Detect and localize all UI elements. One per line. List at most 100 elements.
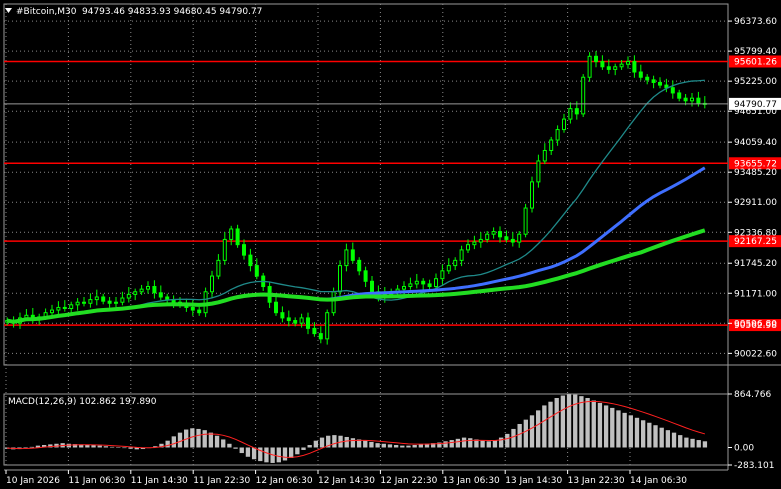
candle-bull — [549, 139, 554, 151]
grid — [4, 4, 728, 465]
macd-histogram-bar — [437, 442, 442, 448]
macd-histogram-bar — [356, 439, 362, 448]
candle-bull — [338, 265, 342, 293]
candle-bull — [133, 291, 138, 295]
macd-histogram-bar — [221, 439, 226, 448]
candle-bear — [242, 244, 246, 256]
candle-bull — [453, 259, 458, 267]
macd-histogram-bar — [85, 444, 90, 448]
candle-bear — [158, 292, 163, 298]
candle-bear — [498, 231, 502, 238]
time-axis-label: 12 Jan 22:30 — [380, 476, 437, 486]
macd-histogram-bar — [418, 444, 424, 448]
candle-bull — [50, 309, 54, 314]
macd-histogram-bar — [196, 428, 201, 448]
candle-bear — [606, 66, 611, 70]
candle-bear — [421, 280, 426, 285]
level-label-box — [729, 319, 781, 332]
macd-histogram-bar — [214, 435, 220, 448]
candle-bull — [485, 233, 490, 240]
macd-histogram-bar — [560, 395, 566, 448]
candle-bull — [203, 291, 208, 314]
candle-bull — [440, 270, 445, 280]
macd-histogram-bar — [258, 447, 263, 462]
candle-bear — [670, 87, 675, 94]
macd-histogram-bar — [486, 441, 491, 448]
candle-bull — [229, 228, 234, 240]
macd-histogram-bar — [412, 445, 417, 448]
macd-histogram-bar — [332, 435, 337, 448]
macd-histogram-bar — [628, 415, 633, 448]
macd-histogram-bar — [190, 428, 195, 448]
macd-histogram-bar — [202, 430, 207, 448]
macd-histogram-bar — [35, 445, 41, 448]
candle-bear — [696, 97, 701, 104]
level-label-box — [729, 157, 781, 170]
candle-bear — [312, 327, 317, 335]
macd-histogram-bar — [29, 446, 34, 448]
macd-histogram-bar — [72, 444, 78, 448]
candle-bull — [542, 149, 547, 162]
candles — [5, 51, 707, 345]
macd-histogram-bar — [449, 440, 454, 448]
candle-bull — [114, 301, 118, 304]
macd-histogram-bar — [91, 445, 96, 448]
candle-bull — [472, 241, 477, 246]
macd-title: MACD(12,26,9) 102.862 197.890 — [8, 397, 157, 407]
candle-bull — [517, 233, 522, 243]
time-axis-label: 11 Jan 06:30 — [68, 476, 125, 486]
time-axis-label: 10 Jan 2026 — [6, 476, 60, 486]
candle-bull — [344, 249, 349, 267]
candle-bear — [165, 296, 170, 301]
candle-bear — [574, 108, 579, 115]
macd-histogram-bar — [690, 438, 695, 448]
macd-histogram-bar — [548, 401, 553, 448]
candle-bull — [408, 283, 413, 288]
macd-histogram-bar — [239, 447, 244, 454]
macd-histogram-bar — [678, 435, 683, 448]
macd-histogram-bar — [97, 445, 102, 448]
candle-bull — [402, 286, 406, 290]
macd-histogram-bar — [307, 445, 312, 448]
macd-histogram-bar — [585, 398, 590, 448]
macd-histogram-bar — [23, 447, 28, 449]
candle-bull — [613, 66, 618, 70]
macd-axis-label: 0.00 — [734, 443, 754, 453]
macd-histogram-bar — [542, 405, 547, 448]
price-axis-label: 90022.60 — [734, 349, 777, 359]
candle-bull — [459, 249, 464, 261]
candle-bear — [152, 286, 157, 294]
macd-histogram-bar — [461, 437, 467, 448]
macd-histogram-bar — [640, 420, 646, 448]
candle-bear — [632, 61, 637, 73]
symbol-title: #Bitcoin,M30 — [16, 7, 77, 17]
macd-histogram-bar — [480, 440, 485, 448]
candle-bull — [331, 291, 336, 314]
macd-histogram-bar — [702, 441, 708, 448]
level-label-box — [729, 55, 781, 68]
candle-bear — [427, 283, 432, 288]
macd-histogram-bar — [616, 410, 621, 448]
macd-histogram-bar — [134, 447, 139, 450]
macd-histogram-bar — [264, 447, 269, 463]
macd-histogram-bar — [48, 444, 53, 448]
level-label: 90562.98 — [734, 321, 777, 331]
price-axis-label: 95799.40 — [734, 47, 777, 57]
candle-bull — [120, 297, 125, 303]
macd-histogram-bar — [431, 443, 436, 448]
candle-bear — [683, 97, 688, 102]
candle-bear — [594, 55, 598, 63]
time-axis-label: 13 Jan 22:30 — [568, 476, 625, 486]
candle-bear — [197, 309, 202, 314]
candle-bull — [626, 61, 630, 65]
price-axis-label: 94059.40 — [734, 138, 777, 148]
horizontal-levels[interactable]: 95601.26 93655.72 92167.25 90562.98 — [4, 55, 781, 332]
candle-bull — [222, 238, 227, 261]
price-axis-label: 94651.00 — [734, 107, 777, 117]
macd-histogram-bar — [159, 443, 164, 448]
macd-histogram-bar — [505, 433, 510, 448]
chart-menu-triangle-icon[interactable] — [5, 8, 12, 13]
macd-histogram-bar — [344, 436, 349, 448]
candle-bear — [306, 317, 310, 329]
